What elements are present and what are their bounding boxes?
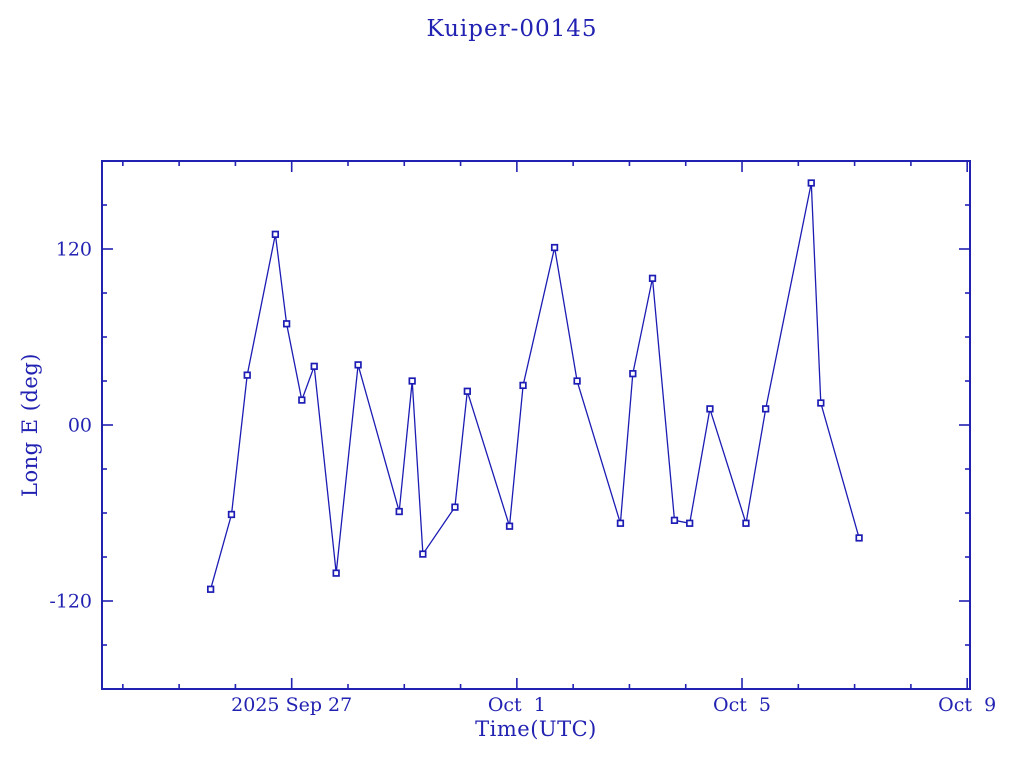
data-point-marker [271, 230, 280, 238]
data-point-marker [463, 387, 471, 395]
data-point-marker [206, 585, 215, 593]
data-point-marker [243, 371, 251, 379]
data-point-marker [817, 399, 825, 407]
data-point-marker [310, 362, 318, 370]
data-point-marker [616, 519, 625, 527]
data-point-marker [762, 405, 770, 413]
data-point-marker [282, 320, 291, 328]
y-tick-label: 00 [68, 415, 92, 437]
data-point-marker [451, 503, 459, 511]
data-point-marker [227, 510, 236, 519]
x-tick-label: 2025 Sep 27 [231, 694, 352, 716]
y-tick-label: 120 [56, 239, 92, 261]
data-point-marker [395, 507, 403, 516]
data-point-marker [419, 550, 427, 558]
data-point-marker [742, 519, 750, 527]
data-point-marker [354, 361, 362, 369]
data-line [209, 182, 860, 590]
data-point-marker [519, 381, 527, 390]
x-tick-label: Oct 9 [938, 694, 996, 716]
data-point-marker [298, 396, 306, 404]
data-point-marker [706, 405, 714, 413]
data-point-marker [807, 179, 815, 187]
data-point-marker [550, 243, 559, 252]
data-point-marker [648, 274, 657, 282]
y-axis-title: Long E (deg) [18, 353, 42, 497]
data-point-marker [505, 522, 514, 530]
data-point-marker [670, 516, 679, 524]
plot-frame [101, 160, 971, 690]
data-point-marker [855, 534, 863, 542]
data-point-marker [686, 519, 694, 527]
data-point-marker [629, 370, 637, 378]
data-point-marker [332, 569, 340, 577]
data-point-marker [573, 377, 581, 385]
x-axis-title: Time(UTC) [475, 717, 597, 741]
chart-title: Kuiper-00145 [426, 16, 598, 42]
y-tick-label: -120 [49, 591, 92, 613]
x-tick-label: Oct 1 [488, 694, 546, 716]
x-tick-label: Oct 5 [713, 694, 771, 716]
data-point-marker [408, 377, 416, 385]
